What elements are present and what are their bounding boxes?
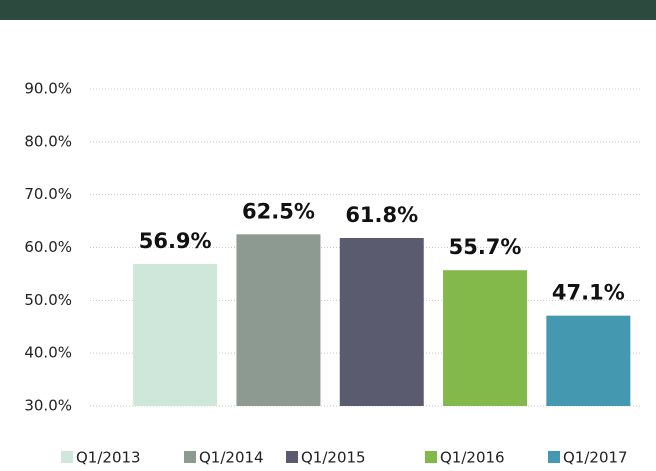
y-tick-label: 30.0% (24, 397, 72, 415)
legend-label: Q1/2015 (301, 449, 366, 467)
data-label: 61.8% (345, 203, 418, 227)
y-tick-label: 90.0% (24, 80, 72, 98)
y-tick-label: 50.0% (24, 291, 72, 309)
y-tick-label: 40.0% (24, 344, 72, 362)
y-tick-label: 80.0% (24, 132, 72, 150)
bar (339, 237, 424, 406)
data-label: 47.1% (552, 281, 625, 305)
bar (236, 234, 321, 406)
bar (546, 315, 631, 406)
legend-swatch (184, 451, 196, 463)
legend-label: Q1/2016 (440, 449, 505, 467)
data-label: 56.9% (139, 229, 212, 253)
legend-swatch (548, 451, 560, 463)
legend-label: Q1/2017 (563, 449, 628, 467)
y-tick-label: 60.0% (24, 238, 72, 256)
legend-swatch (425, 451, 437, 463)
legend-label: Q1/2013 (76, 449, 141, 467)
bar (443, 270, 528, 406)
data-label: 62.5% (242, 199, 315, 223)
y-tick-label: 70.0% (24, 185, 72, 203)
legend-swatch (286, 451, 298, 463)
legend-label: Q1/2014 (199, 449, 264, 467)
data-label: 55.7% (449, 235, 522, 259)
bar (133, 263, 218, 406)
header-band (0, 0, 656, 20)
legend-swatch (61, 451, 73, 463)
